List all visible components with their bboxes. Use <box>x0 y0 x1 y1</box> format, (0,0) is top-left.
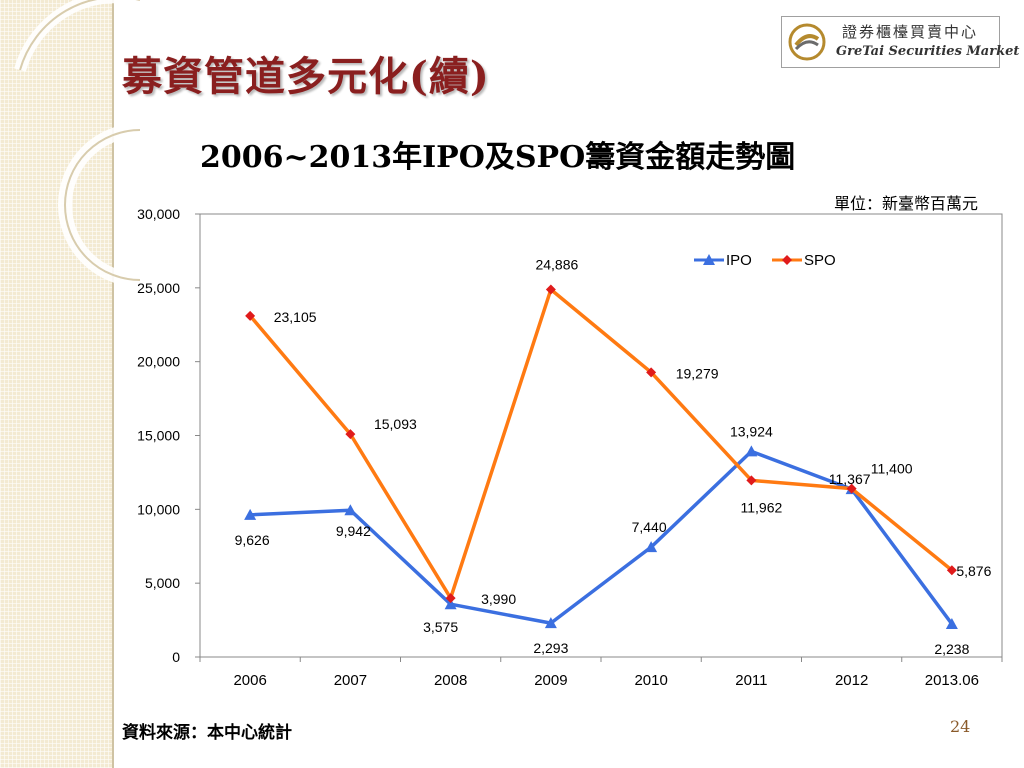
ipo-data-label: 7,440 <box>632 519 667 535</box>
x-tick-label: 2010 <box>634 672 667 689</box>
page-title: 募資管道多元化(續) <box>122 53 490 100</box>
ipo-data-label: 2,293 <box>533 640 568 656</box>
spo-point <box>245 310 256 321</box>
ipo-data-label: 11,367 <box>829 471 871 487</box>
logo-name-cn: 證券櫃檯買賣中心 <box>842 23 979 41</box>
series-line-ipo <box>250 449 954 625</box>
y-tick-label: 25,000 <box>137 280 180 296</box>
legend-label-ipo: IPO <box>726 252 752 269</box>
legend-label-spo: SPO <box>804 252 836 269</box>
x-tick-label: 2008 <box>434 672 467 689</box>
series-line-spo <box>248 287 953 600</box>
ipo-point <box>745 445 758 457</box>
ipo-data-label: 2,238 <box>934 641 969 657</box>
x-tick-label: 2013.06 <box>925 672 979 689</box>
y-tick-label: 0 <box>172 649 180 665</box>
ipo-data-label: 13,924 <box>730 423 773 439</box>
spo-data-label: 15,093 <box>374 416 417 432</box>
x-tick-label: 2006 <box>233 672 266 689</box>
legend-marker-ipo <box>703 254 715 265</box>
x-tick-label: 2011 <box>735 672 767 689</box>
y-tick-label: 15,000 <box>137 428 180 444</box>
ipo-point <box>945 617 958 629</box>
unit-label: 單位：新臺幣百萬元 <box>833 194 978 213</box>
spo-point <box>846 483 857 494</box>
ipo-point <box>244 508 257 520</box>
spo-data-label: 3,990 <box>481 591 516 607</box>
spo-point <box>646 367 657 378</box>
decorative-rings <box>14 0 140 287</box>
spo-data-label: 11,400 <box>871 461 913 477</box>
chart-title: 2006~2013年IPO及SPO籌資金額走勢圖 <box>200 140 796 175</box>
y-tick-label: 10,000 <box>137 501 180 517</box>
decorative-sidebar <box>0 0 114 768</box>
x-tick-label: 2007 <box>334 672 367 689</box>
spo-data-label: 5,876 <box>956 563 991 579</box>
legend-marker-spo <box>782 255 792 265</box>
spo-point <box>345 429 356 440</box>
spo-point <box>545 284 556 295</box>
page-number: 24 <box>950 717 971 736</box>
ipo-data-label: 9,942 <box>336 523 371 539</box>
spo-data-label: 19,279 <box>676 365 719 381</box>
spo-point <box>746 475 757 486</box>
data-source-note: 資料來源：本中心統計 <box>122 723 292 743</box>
ipo-data-label: 3,575 <box>423 619 458 635</box>
y-tick-label: 30,000 <box>137 206 180 222</box>
spo-data-label: 11,962 <box>740 499 782 515</box>
spo-data-label: 23,105 <box>274 309 317 325</box>
spo-data-label: 24,886 <box>535 257 578 273</box>
y-tick-label: 20,000 <box>137 354 180 370</box>
spo-point <box>946 565 957 576</box>
ipo-point <box>645 541 658 553</box>
gretai-logo-icon <box>788 23 826 61</box>
logo-name-en: GreTai Securities Market <box>836 44 1020 59</box>
gretai-logo: 證券櫃檯買賣中心 GreTai Securities Market <box>781 16 1019 68</box>
y-tick-label: 5,000 <box>145 575 180 591</box>
x-tick-label: 2009 <box>534 672 567 689</box>
ipo-point <box>544 617 557 629</box>
ipo-point <box>344 504 357 516</box>
ipo-data-label: 9,626 <box>235 532 270 548</box>
plot-area <box>199 213 1003 658</box>
spo-point <box>445 593 456 604</box>
ipo-point <box>444 598 457 610</box>
x-tick-label: 2012 <box>835 672 868 689</box>
